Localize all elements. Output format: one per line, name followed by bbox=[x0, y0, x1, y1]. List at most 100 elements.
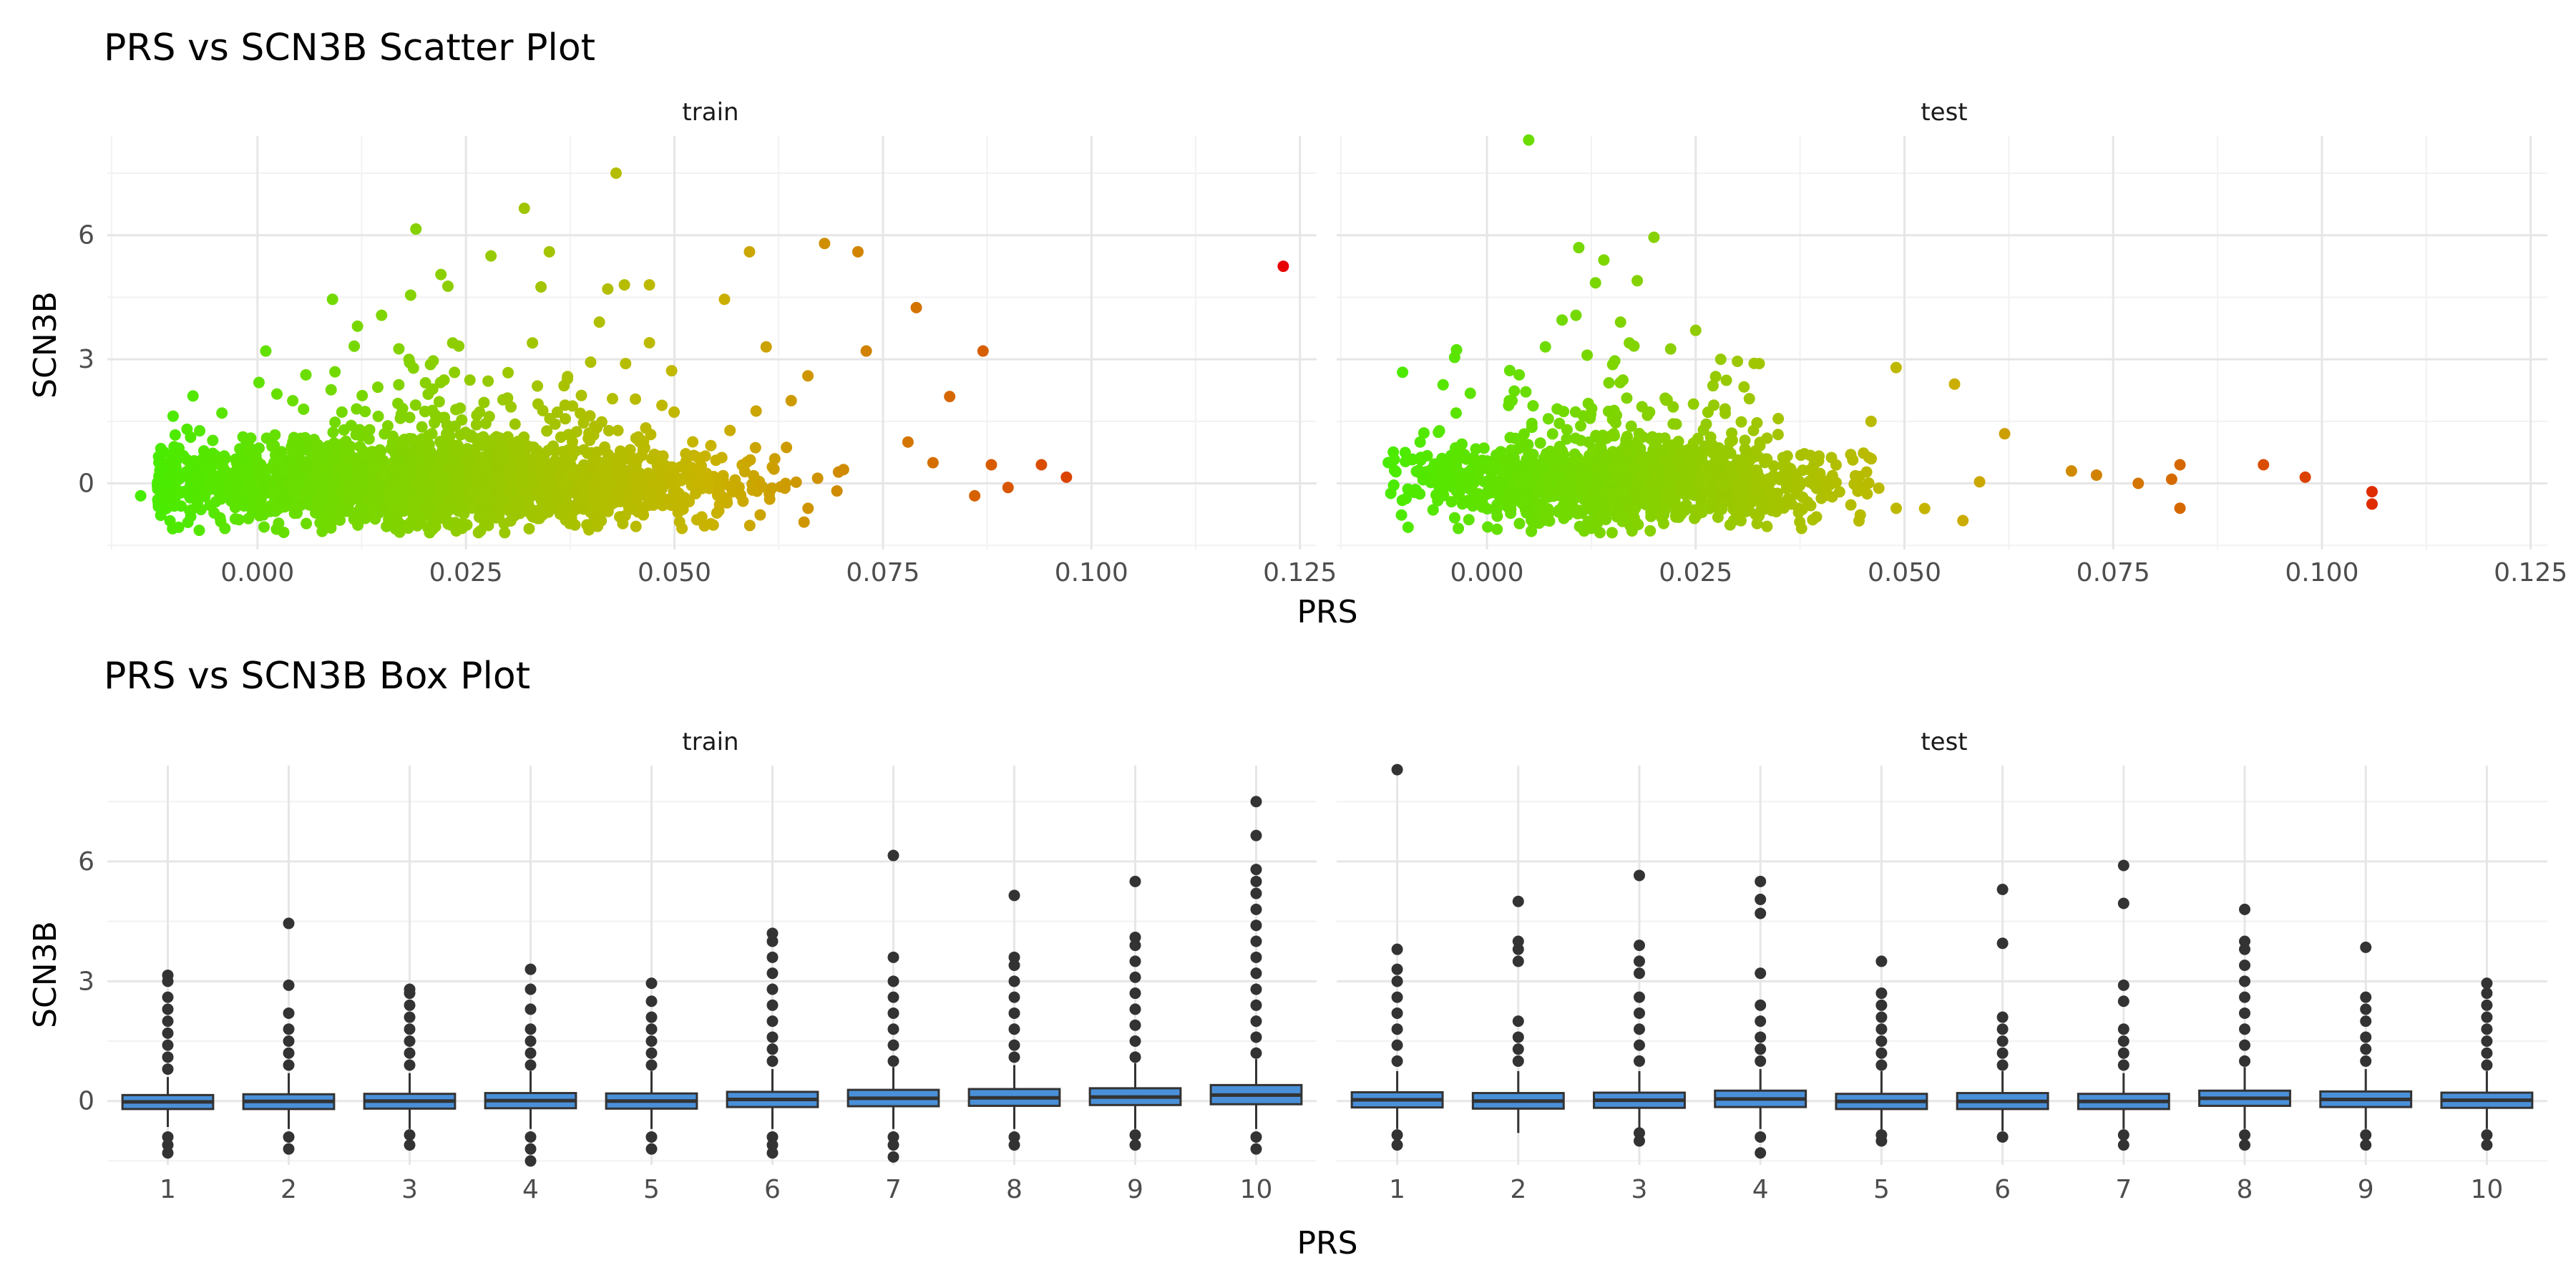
scatter-point bbox=[1505, 507, 1517, 519]
scatter-point bbox=[645, 471, 657, 483]
scatter-point bbox=[512, 499, 525, 511]
scatter-point bbox=[502, 366, 514, 379]
scatter-point bbox=[355, 458, 367, 470]
scatter-point bbox=[1709, 371, 1722, 383]
scatter-point bbox=[1456, 438, 1468, 450]
scatter-point bbox=[135, 489, 147, 502]
box-outlier bbox=[1250, 864, 1262, 876]
scatter-point bbox=[2366, 498, 2378, 510]
scatter-point bbox=[592, 520, 604, 532]
box-outlier bbox=[645, 1035, 658, 1048]
box-outlier bbox=[1634, 967, 1645, 980]
scatter-point bbox=[438, 374, 450, 386]
scatter-point bbox=[1644, 406, 1656, 418]
scatter-point bbox=[560, 514, 572, 526]
scatter-point bbox=[944, 391, 956, 403]
x-tick-label: 0.050 bbox=[638, 558, 711, 587]
scatter-point bbox=[647, 499, 659, 511]
scatter-point bbox=[1534, 437, 1546, 449]
box-outlier bbox=[2481, 987, 2493, 1000]
scatter-point bbox=[505, 401, 517, 413]
box-outlier bbox=[1391, 943, 1403, 955]
y-tick-label: 0 bbox=[78, 1087, 94, 1116]
box-outlier bbox=[2239, 1129, 2250, 1141]
scatter-point bbox=[1463, 476, 1475, 488]
box-outlier bbox=[1008, 975, 1020, 987]
scatter-point bbox=[1700, 418, 1712, 430]
scatter-point bbox=[408, 481, 420, 493]
scatter-point bbox=[319, 512, 331, 525]
scatter-point bbox=[1624, 337, 1636, 349]
box-outlier bbox=[1129, 1035, 1141, 1048]
scatter-point bbox=[1702, 406, 1714, 419]
scatter-point bbox=[423, 502, 435, 514]
scatter-point bbox=[193, 471, 205, 483]
scatter-point bbox=[1060, 471, 1073, 483]
scatter-point bbox=[633, 436, 645, 448]
scatter-point bbox=[1439, 469, 1451, 481]
scatter-point bbox=[748, 469, 760, 482]
scatter-point bbox=[585, 356, 597, 369]
box-outlier bbox=[1875, 1035, 1888, 1048]
scatter-point bbox=[434, 436, 447, 448]
box-outlier bbox=[645, 1023, 658, 1035]
scatter-point bbox=[1558, 449, 1570, 461]
scatter-point bbox=[1400, 492, 1413, 504]
scatter-point bbox=[735, 489, 747, 501]
scatter-point bbox=[469, 443, 482, 455]
scatter-point bbox=[616, 477, 628, 489]
scatter-point bbox=[1035, 459, 1048, 471]
box-outlier bbox=[1755, 1015, 1767, 1028]
scatter-point bbox=[434, 485, 447, 497]
scatter-point bbox=[409, 497, 421, 509]
scatter-point bbox=[194, 425, 206, 437]
scatter-point bbox=[442, 515, 454, 527]
scatter-point bbox=[1553, 417, 1566, 429]
scatter-point bbox=[1761, 479, 1773, 492]
scatter-point bbox=[1542, 413, 1554, 425]
scatter-point bbox=[790, 476, 802, 488]
scatter-point bbox=[724, 424, 736, 436]
box-outlier bbox=[1875, 1047, 1888, 1059]
scatter-point bbox=[1468, 486, 1480, 498]
box-outlier bbox=[525, 983, 537, 995]
x-tick-label: 7 bbox=[2115, 1175, 2132, 1204]
scatter-point bbox=[393, 379, 405, 391]
scatter-point bbox=[402, 522, 414, 535]
x-tick-label: 0.075 bbox=[846, 558, 919, 587]
scatter-point bbox=[527, 337, 539, 349]
scatter-point bbox=[1724, 519, 1736, 531]
scatter-point bbox=[1436, 452, 1448, 464]
scatter-point bbox=[287, 395, 299, 407]
box-outlier bbox=[1129, 940, 1141, 952]
scatter-point bbox=[457, 517, 469, 530]
box-outlier bbox=[766, 1139, 779, 1151]
scatter-point bbox=[837, 464, 849, 476]
x-tick-label: 0.100 bbox=[1055, 558, 1128, 587]
scatter-point bbox=[1519, 470, 1531, 482]
scatter-point bbox=[253, 442, 265, 454]
scatter-point bbox=[559, 399, 571, 411]
box-outlier bbox=[1996, 937, 2009, 950]
scatter-point bbox=[391, 454, 404, 467]
box-outlier bbox=[2481, 1059, 2493, 1071]
scatter-point bbox=[1556, 314, 1568, 326]
box-outlier bbox=[1129, 1019, 1141, 1031]
scatter-point bbox=[293, 470, 305, 482]
scatter-point bbox=[1890, 502, 1902, 514]
scatter-point bbox=[1586, 494, 1599, 506]
scatter-point bbox=[760, 341, 772, 353]
box-outlier bbox=[1634, 940, 1645, 952]
box-outlier bbox=[1250, 951, 1262, 963]
scatter-point bbox=[310, 507, 322, 519]
scatter-point bbox=[311, 439, 323, 451]
scatter-point bbox=[1845, 499, 1857, 511]
box-outlier bbox=[645, 1011, 658, 1023]
scatter-point bbox=[195, 504, 207, 516]
scatter-point bbox=[1707, 380, 1719, 392]
scatter-point bbox=[527, 441, 540, 453]
scatter-point bbox=[768, 463, 780, 475]
scatter-point bbox=[1491, 523, 1503, 535]
scatter-point bbox=[690, 472, 702, 484]
scatter-point bbox=[245, 432, 257, 444]
